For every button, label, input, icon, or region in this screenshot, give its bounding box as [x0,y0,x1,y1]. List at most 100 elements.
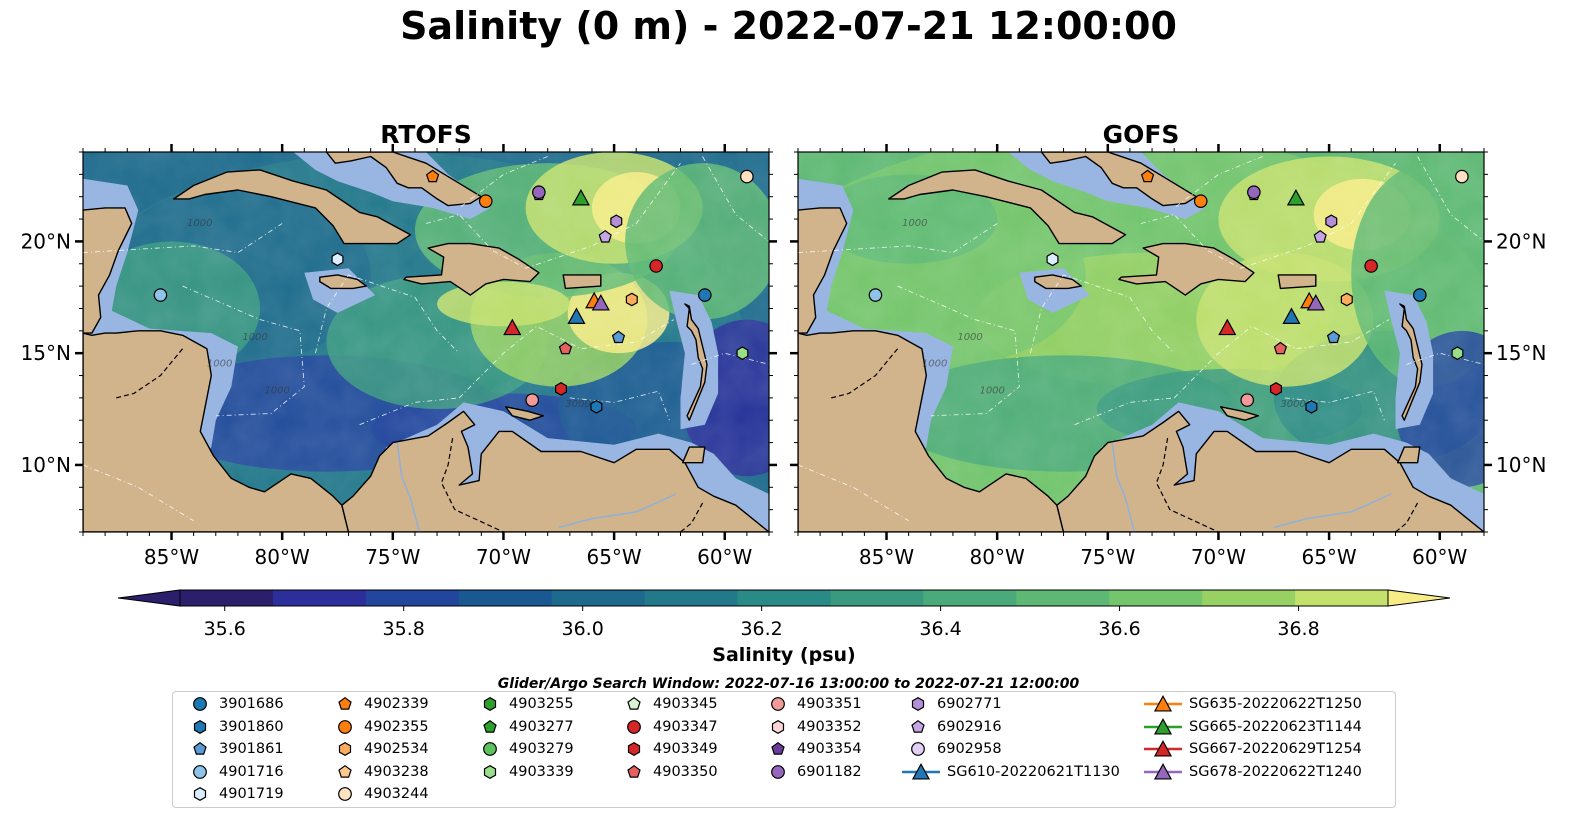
depth-contour-label: 1000 [264,385,289,396]
legend-marker [771,764,785,779]
platform-4901719 [1046,252,1059,267]
legend-marker [338,764,352,778]
colorbar-segment [1295,590,1389,606]
legend-marker [1144,695,1182,712]
legend-item: SG610-20220621T1130 [901,761,1120,783]
legend-marker [338,787,352,801]
platform-4903347 [1364,259,1378,273]
lon-tick-label: 60°W [697,545,752,569]
legend-item: 6902958 [901,738,1002,760]
platform-6901182 [532,185,546,200]
platform-SG667-20220629T1254 [1218,318,1237,336]
platform-4903349 [1269,382,1283,396]
platform-4901719 [331,252,344,267]
platform-4901716 [868,288,883,302]
platform-4903345 [598,229,612,243]
legend-item: 4901716 [183,761,284,783]
legend-label: 4903351 [797,696,862,712]
land-centralAmerica [83,330,350,532]
platform-6901182 [1247,185,1261,200]
colorbar-segment [644,590,739,606]
legend-label: SG678-20220622T1240 [1189,763,1362,780]
eez-boundary [458,156,548,209]
platform-3901860 [1305,399,1318,414]
legend-symbol [193,697,207,711]
legend-marker [771,697,785,711]
legend-marker [483,764,497,779]
legend-item: 4902534 [328,738,429,760]
legend-marker [1144,740,1182,757]
colorbar-tick-label: 36.0 [562,618,604,640]
land-islandArc [684,303,708,421]
rtofs-panel-title: RTOFS [380,120,472,149]
legend-label: 4903238 [364,763,429,780]
legend-item: 3901861 [183,738,284,760]
legend-symbol [627,696,641,710]
lat-tick-label: 10°N [1496,453,1546,477]
colorbar-segment [830,590,924,606]
map-frame [82,151,770,533]
lon-tick-label: 70°W [1191,545,1246,569]
river [1111,442,1136,532]
land-puertoRico [1277,274,1317,290]
legend-marker [771,741,785,755]
eez-boundary [314,274,460,354]
legend-label: 6902958 [937,741,1002,757]
legend-label: SG667-20220629T1254 [1189,741,1362,757]
border-line [1395,502,1419,532]
legend-item: SG665-20220623T1144 [1143,716,1362,738]
lon-tick-label: 85°W [144,545,199,569]
river [558,493,677,529]
legend-label: 4902534 [364,741,429,757]
legend-marker [193,764,207,779]
colorbar-segment [551,590,646,606]
legend-item: 6901182 [761,761,862,783]
depth-contour-label: 3000 [565,399,590,410]
colorbar-segment [1202,590,1296,606]
legend-symbol [483,742,497,756]
border-line [831,348,899,399]
platform-4902534 [1340,292,1353,307]
legend-label: 4903350 [653,763,718,780]
legend-triangle [1153,717,1173,735]
legend-triangle [911,762,931,780]
colorbar-segment [272,590,367,606]
legend-item: 4902339 [328,693,429,715]
legend-triangle [1153,740,1173,757]
river [1273,493,1392,529]
colorbar-segment [737,590,831,606]
legend-symbol [338,719,352,734]
gofs-map-panel: 1000 1000 1000 1000 3000 85°W 80°W 75°W 70°W 65°W… [790,144,1546,569]
platform-legend: 3901686 3901860 3901861 4901716 4901719 49023… [172,691,1396,808]
platform-4903350 [1273,341,1288,355]
lon-tick-label: 65°W [586,545,641,569]
legend-marker [338,719,352,734]
legend-marker [483,742,497,756]
legend-label: 4903345 [653,696,718,712]
legend-label: 4903244 [364,786,429,802]
legend-symbol [771,697,785,711]
depth-contour-label: 3000 [1280,399,1305,410]
land-hispaniola [403,242,540,296]
legend-item: 4902355 [328,716,429,738]
legend-label: 6902771 [937,696,1002,712]
platform-4902339 [1140,169,1155,183]
land-jamaica [1034,274,1083,290]
platform-3901861 [611,330,626,344]
platform-3901686 [1413,288,1427,302]
legend-item: SG635-20220622T1250 [1143,693,1362,715]
lon-tick-label: 85°W [859,545,914,569]
lon-tick-label: 80°W [970,545,1025,569]
legend-label: 4902339 [364,696,429,712]
depth-contour-label: 1000 [979,385,1004,396]
legend-label: 6902916 [937,718,1002,735]
legend-marker [193,697,207,711]
border-line [1155,438,1219,532]
legend-item: 4903345 [617,693,718,715]
platform-4902355 [1193,194,1208,208]
legend-item: 4903352 [761,716,862,738]
legend-label: 4901716 [219,763,284,780]
land-yucatan [798,207,848,334]
land-centralAmerica [798,330,1065,532]
